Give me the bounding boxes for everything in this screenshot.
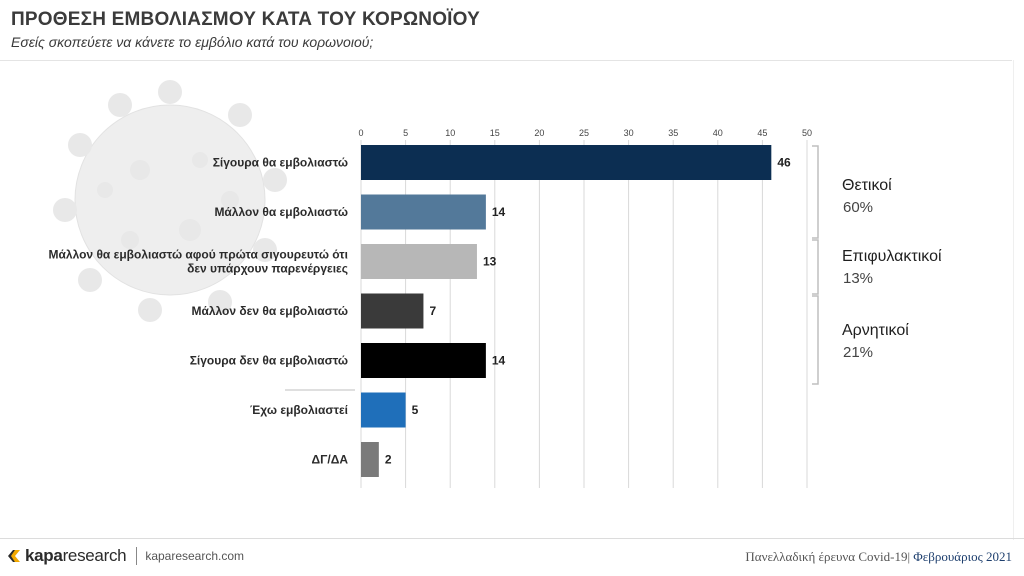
survey-month: Φεβρουάριος 2021 (913, 549, 1012, 564)
category-label: ΔΓ/ΔΑ (312, 453, 349, 467)
x-tick-label: 15 (490, 128, 500, 138)
coronavirus-watermark-icon (53, 80, 287, 322)
x-tick-label: 45 (757, 128, 767, 138)
bar (361, 392, 406, 428)
bar-value-label: 7 (429, 304, 436, 318)
x-tick-label: 50 (802, 128, 812, 138)
logo-separator (136, 547, 138, 565)
bar-value-label: 13 (483, 255, 497, 269)
bar-value-label: 14 (492, 354, 506, 368)
x-tick-label: 40 (713, 128, 723, 138)
x-tick-label: 0 (358, 128, 363, 138)
bar (361, 145, 772, 180)
brand-logo[interactable]: kaparesearch kaparesearch.com (8, 546, 244, 566)
bar (361, 194, 486, 230)
x-axis-ticks: 0 5 10 15 20 25 30 35 40 45 50 (358, 128, 812, 138)
x-tick-label: 20 (534, 128, 544, 138)
bar-value-label: 5 (412, 403, 419, 417)
x-tick-label: 10 (445, 128, 455, 138)
bar (361, 244, 477, 279)
group-label-hesitant: Επιφυλακτικοί (842, 248, 942, 265)
footer-divider (0, 538, 1024, 539)
x-tick-label: 30 (624, 128, 634, 138)
group-percent-negative: 21% (843, 344, 874, 361)
bar (361, 442, 379, 477)
brand-name: kaparesearch (25, 546, 127, 565)
category-label: Μάλλον θα εμβολιαστώ αφού πρώτα σιγουρευ… (49, 248, 348, 262)
header-divider (0, 60, 1012, 61)
page-title: ΠΡΟΘΕΣΗ ΕΜΒΟΛΙΑΣΜΟΥ ΚΑΤΑ ΤΟΥ ΚΟΡΩΝΟΪΟΥ (11, 9, 480, 30)
group-percent-hesitant: 13% (843, 270, 874, 287)
group-label-negative: Αρνητικοί (842, 322, 909, 339)
category-label: Σίγουρα δεν θα εμβολιαστώ (190, 354, 348, 368)
survey-name: Πανελλαδική έρευνα Covid-19| (745, 549, 911, 564)
x-tick-label: 25 (579, 128, 589, 138)
category-label: Σίγουρα θα εμβολιαστώ (213, 156, 348, 170)
bar-value-label: 46 (777, 156, 791, 170)
group-brackets (812, 145, 819, 385)
group-percent-positive: 60% (843, 199, 874, 216)
footer-survey-info: Πανελλαδική έρευνα Covid-19| Φεβρουάριος… (745, 549, 1012, 565)
right-border (1013, 60, 1014, 540)
group-label-positive: Θετικοί (842, 177, 892, 194)
category-label: Έχω εμβολιαστεί (250, 403, 348, 417)
kapa-logo-icon (8, 550, 20, 562)
page-subtitle: Εσείς σκοπεύετε να κάνετε το εμβόλιο κατ… (11, 34, 374, 50)
bar-value-label: 2 (385, 453, 392, 467)
bar-value-label: 14 (492, 205, 506, 219)
x-tick-label: 5 (403, 128, 408, 138)
group-bracket (812, 295, 819, 385)
group-bracket (812, 145, 819, 239)
grid-lines (360, 140, 808, 488)
x-tick-label: 35 (668, 128, 678, 138)
group-bracket (812, 239, 819, 295)
website-link[interactable]: kaparesearch.com (145, 549, 245, 563)
bar (361, 343, 486, 378)
bars: 46 Σίγουρα θα εμβολιαστώ 14 Μάλλον θα εμβολ… (49, 145, 791, 477)
category-label: δεν υπάρχουν παρενέργειες (187, 262, 348, 276)
category-label: Μάλλον δεν θα εμβολιαστώ (191, 304, 348, 318)
bar (361, 293, 424, 329)
category-label: Μάλλον θα εμβολιαστώ (214, 205, 348, 219)
